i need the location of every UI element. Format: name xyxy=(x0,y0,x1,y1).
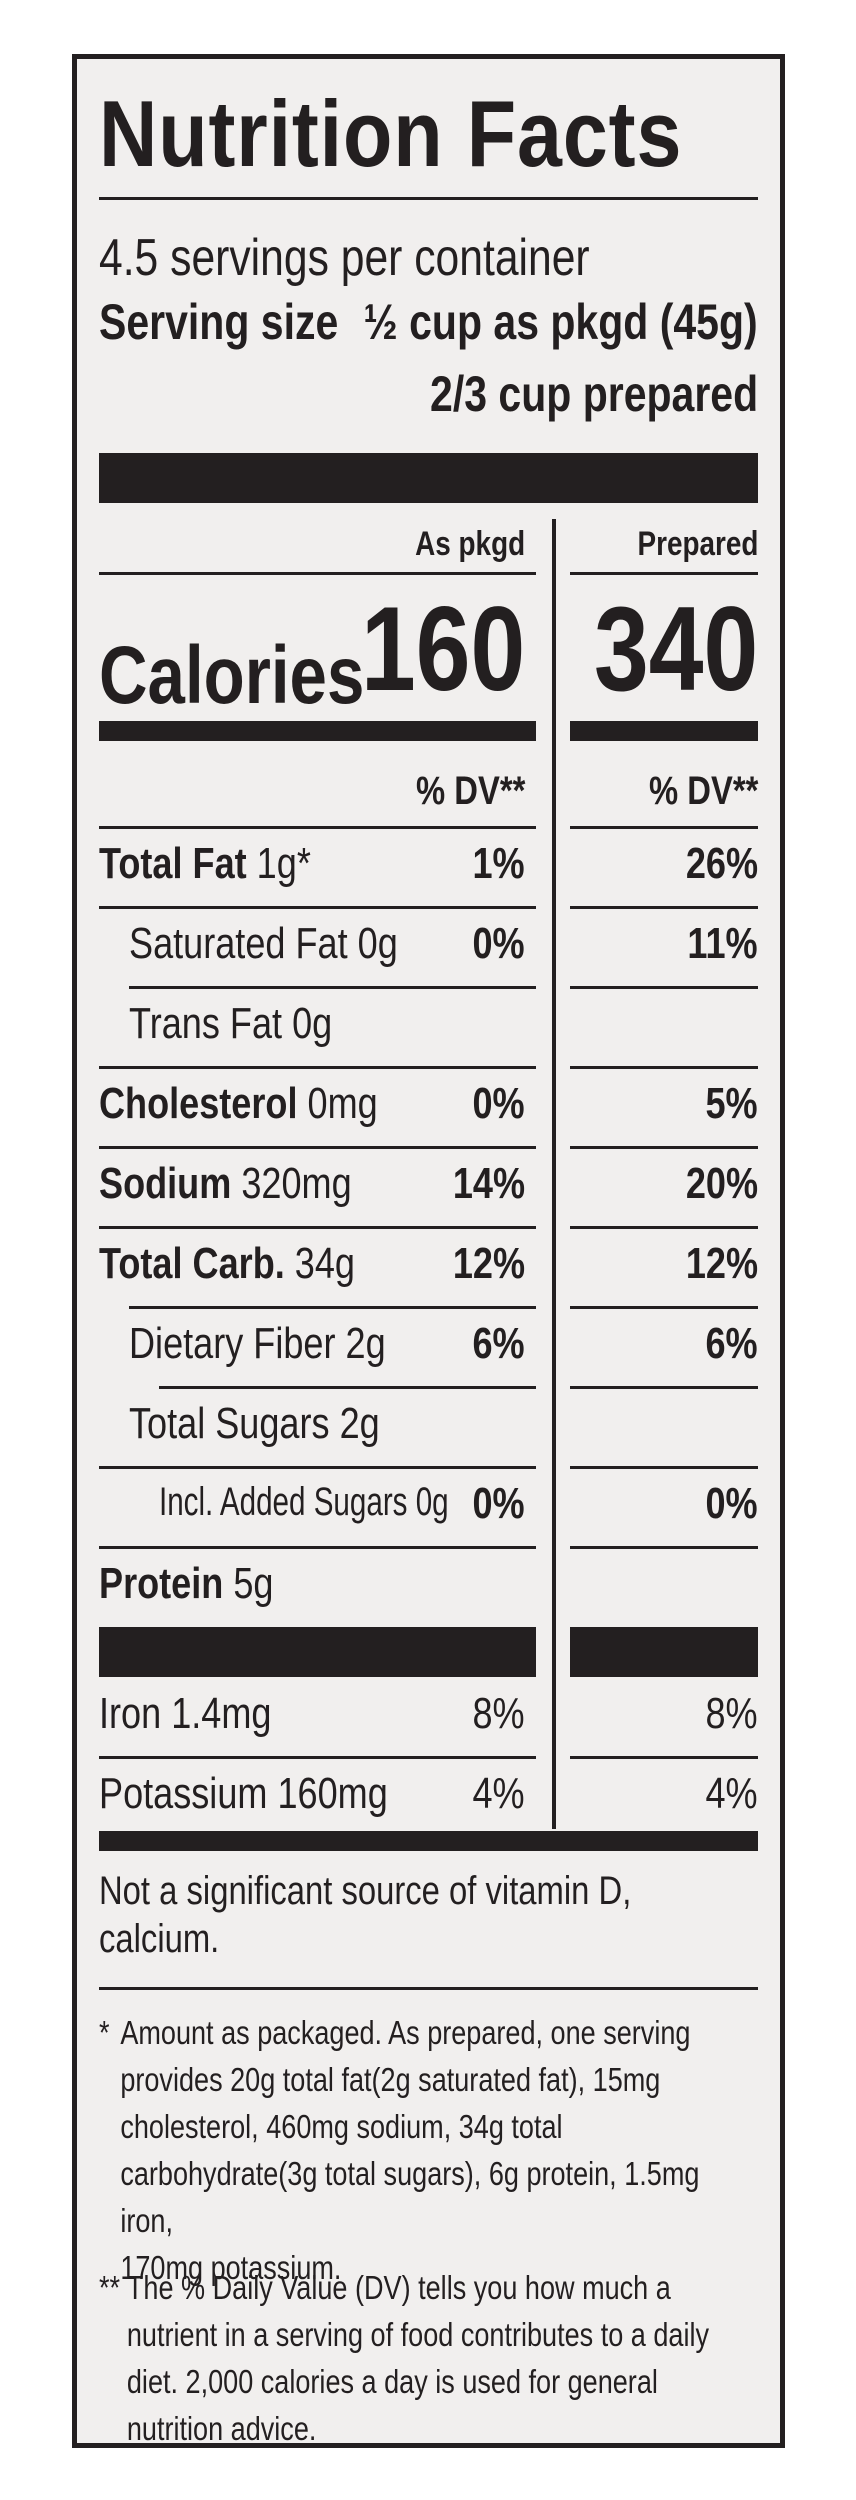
dv-prepared-cholesterol: 5% xyxy=(705,1079,758,1128)
calories-prepared: 340 xyxy=(593,582,758,716)
nutrient-label-added-sugars: Incl. Added Sugars 0g xyxy=(159,1480,449,1524)
title-rule xyxy=(99,197,758,200)
dv-prepared-total-fat: 26% xyxy=(685,839,758,888)
row-rule xyxy=(570,906,758,909)
row-rule xyxy=(570,826,758,829)
nutrient-label-potassium: Potassium 160mg xyxy=(99,1769,388,1818)
row-rule xyxy=(570,1386,758,1389)
column-divider xyxy=(552,519,556,1829)
col-head-rule-right xyxy=(570,572,758,575)
row-rule xyxy=(129,986,536,989)
dv-packaged-dietary-fiber: 6% xyxy=(472,1319,525,1368)
dv-packaged-total-fat: 1% xyxy=(472,839,525,888)
row-rule xyxy=(99,1066,536,1069)
row-rule xyxy=(159,1386,536,1389)
dv-packaged-potassium: 4% xyxy=(472,1769,525,1818)
col-head-rule-left xyxy=(99,572,536,575)
row-rule xyxy=(570,1226,758,1229)
dv-prepared-saturated-fat: 11% xyxy=(687,919,758,968)
dv-heading-prepared: % DV** xyxy=(648,769,758,813)
nutrient-label-protein: Protein 5g xyxy=(99,1559,274,1608)
dv-prepared-added-sugars: 0% xyxy=(705,1479,758,1528)
nutrient-label-trans-fat: Trans Fat 0g xyxy=(129,999,333,1048)
column-head-packaged: As pkgd xyxy=(415,525,525,563)
footnote-daily-value: ** The % Daily Value (DV) tells you how … xyxy=(99,2269,710,2447)
row-rule xyxy=(99,1756,536,1759)
nutrient-label-dietary-fiber: Dietary Fiber 2g xyxy=(129,1319,386,1368)
calories-packaged: 160 xyxy=(360,582,525,716)
row-rule xyxy=(570,986,758,989)
dv-prepared-dietary-fiber: 6% xyxy=(705,1319,758,1368)
serving-size-label: Serving size xyxy=(99,294,339,350)
nutrition-facts-panel: Nutrition Facts 4.5 servings per contain… xyxy=(72,54,785,2448)
nutrient-label-total-carb: Total Carb. 34g xyxy=(99,1239,355,1288)
row-rule xyxy=(570,1146,758,1149)
not-significant-statement: Not a significant source of vitamin D, c… xyxy=(99,1869,632,1961)
nutrient-label-total-fat: Total Fat 1g* xyxy=(99,839,311,888)
row-rule xyxy=(99,906,536,909)
dv-packaged-saturated-fat: 0% xyxy=(472,919,525,968)
row-rule xyxy=(99,826,536,829)
thick-rule-top xyxy=(99,453,758,503)
dv-packaged-iron: 8% xyxy=(472,1689,525,1738)
serving-size-value: ½ cup as pkgd (45g) xyxy=(363,294,758,350)
nutrient-label-cholesterol: Cholesterol 0mg xyxy=(99,1079,378,1128)
dv-prepared-potassium: 4% xyxy=(705,1769,758,1818)
row-rule xyxy=(570,1756,758,1759)
serving-size-prepared: 2/3 cup prepared xyxy=(429,366,758,422)
nutrient-label-total-sugars: Total Sugars 2g xyxy=(129,1399,380,1448)
label-title: Nutrition Facts xyxy=(99,81,683,186)
column-head-prepared: Prepared xyxy=(637,525,758,563)
row-rule xyxy=(570,1546,758,1549)
dv-packaged-cholesterol: 0% xyxy=(472,1079,525,1128)
row-rule xyxy=(570,1306,758,1309)
nutrient-label-iron: Iron 1.4mg xyxy=(99,1689,272,1738)
calories-rule-right xyxy=(570,721,758,741)
row-rule xyxy=(99,1226,536,1229)
thick-rule-bottom xyxy=(99,1831,758,1851)
footnote-amount-as-packaged: * Amount as packaged. As prepared, one s… xyxy=(99,2014,700,2286)
calories-rule-left xyxy=(99,721,536,741)
dv-heading-packaged: % DV** xyxy=(415,769,525,813)
dv-packaged-added-sugars: 0% xyxy=(472,1479,525,1528)
row-rule xyxy=(129,1306,536,1309)
servings-per-container: 4.5 servings per container xyxy=(99,229,590,287)
dv-packaged-sodium: 14% xyxy=(452,1159,525,1208)
dv-packaged-total-carb: 12% xyxy=(452,1239,525,1288)
calories-label: Calories xyxy=(99,630,365,721)
row-rule xyxy=(99,1466,536,1469)
row-rule xyxy=(99,1146,536,1149)
dv-prepared-total-carb: 12% xyxy=(685,1239,758,1288)
row-rule xyxy=(99,1546,536,1549)
thick-rule-mid-right xyxy=(570,1627,758,1677)
row-rule xyxy=(570,1066,758,1069)
nutrient-label-sodium: Sodium 320mg xyxy=(99,1159,352,1208)
dv-prepared-sodium: 20% xyxy=(685,1159,758,1208)
footnote-rule xyxy=(99,1987,758,1990)
dv-prepared-iron: 8% xyxy=(705,1689,758,1738)
row-rule xyxy=(570,1466,758,1469)
thick-rule-mid-left xyxy=(99,1627,536,1677)
nutrient-label-saturated-fat: Saturated Fat 0g xyxy=(129,919,398,968)
